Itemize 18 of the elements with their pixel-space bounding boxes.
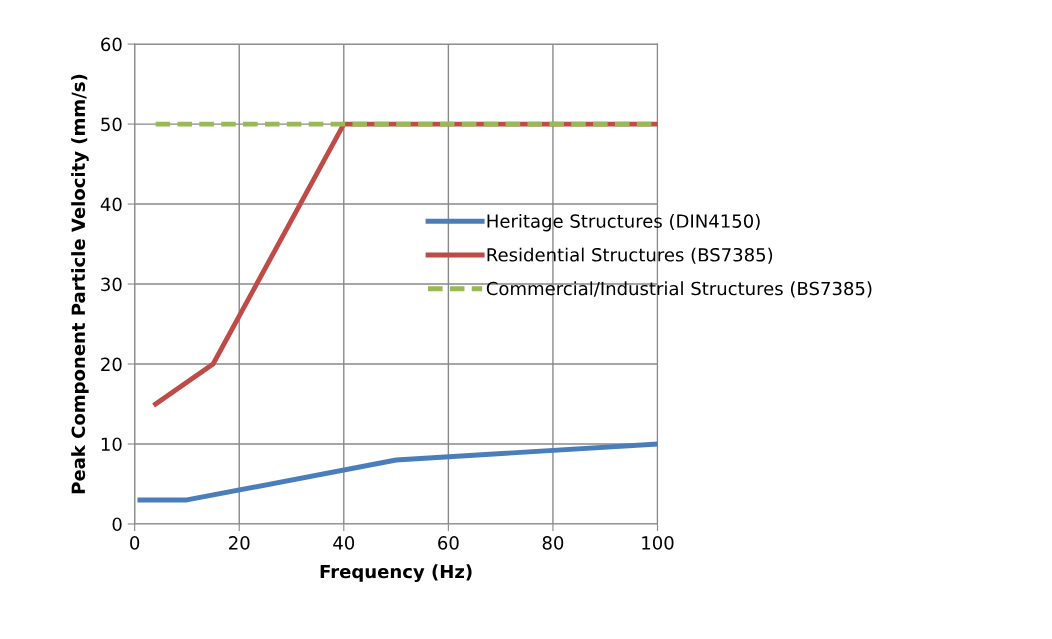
x-tick-label: 20	[229, 536, 250, 550]
legend-label: Commercial/Industrial Structures (BS7385)	[486, 281, 872, 298]
x-tick-label: 0	[130, 536, 140, 550]
y-tick-label: 0	[112, 517, 122, 532]
legend-label: Heritage Structures (DIN4150)	[487, 213, 760, 232]
y-tick-label: 60	[101, 37, 122, 52]
x-tick-label: 40	[333, 536, 355, 550]
x-tick-label: 100	[642, 536, 674, 550]
y-tick-label: 10	[101, 437, 122, 452]
y-axis-title: Peak Component Particle Velocity (mm/s)	[71, 74, 89, 494]
y-tick-label: 50	[101, 117, 122, 132]
y-tick-label: 40	[100, 197, 122, 212]
legend-label: Residential Structures (BS7385)	[487, 247, 773, 264]
x-axis-title: Frequency (Hz)	[320, 564, 472, 582]
x-tick-label: 80	[542, 536, 564, 550]
y-tick-label: 30	[101, 277, 122, 292]
y-tick-label: 20	[101, 357, 122, 372]
x-tick-label: 60	[438, 536, 459, 550]
